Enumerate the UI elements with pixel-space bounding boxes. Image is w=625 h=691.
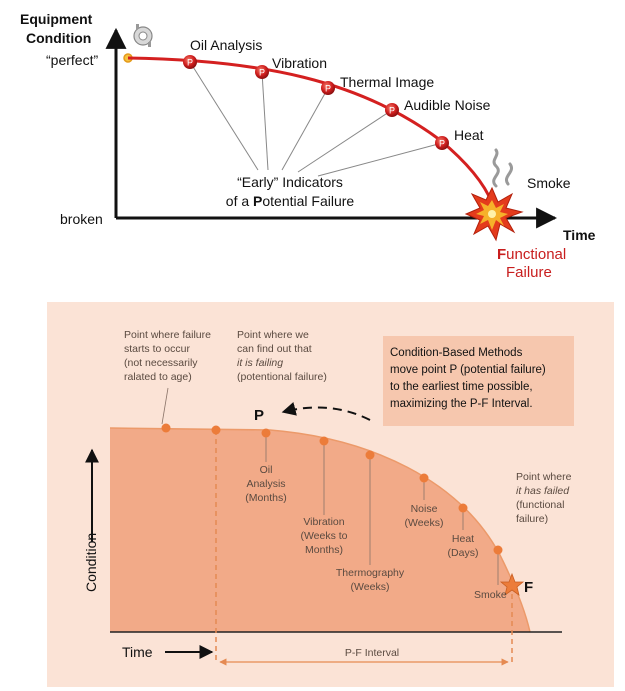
failure-start-line4: ralated to age) [124, 371, 192, 383]
thermography-line1: Thermography [336, 567, 405, 579]
bottom-time-label: Time [122, 644, 153, 660]
smoke-icon [492, 148, 513, 188]
top-diagram: Equipment Condition “perfect” broken Tim… [20, 11, 596, 281]
find-out-note: Point where we can find out that it is f… [237, 329, 327, 383]
dot-oil [261, 428, 271, 438]
marker-heat: P [435, 136, 449, 150]
indicator-leader-lines [189, 61, 443, 177]
bottom-diagram: Condition Time P-F Interval [47, 302, 614, 687]
functional-failure-line1: Functional [497, 246, 566, 263]
oil-line1: Oil [260, 464, 273, 476]
vibration-line2: (Weeks to [300, 530, 347, 542]
find-out-line4: (potentional failure) [237, 371, 327, 383]
p-label: P [254, 407, 264, 424]
marker-letter: P [187, 58, 193, 68]
has-failed-line4: failure) [516, 513, 548, 525]
label-noise: Noise (Weeks) [405, 503, 444, 529]
dot-noise [419, 473, 429, 483]
dot-smoke [493, 545, 503, 555]
marker-thermal-image: P [321, 81, 335, 95]
functional-failure-line2: Failure [506, 264, 552, 281]
has-failed-line1: Point where [516, 471, 572, 483]
smoke-label: Smoke [527, 175, 571, 191]
heat-line1: Heat [452, 533, 474, 545]
early-indicators-line2: of a Potential Failure [226, 193, 355, 209]
find-out-line1: Point where we [237, 329, 309, 341]
noise-line1: Noise [411, 503, 438, 515]
label-oil: Oil Analysis (Months) [245, 464, 286, 504]
callout-line1: Condition-Based Methods [390, 347, 523, 359]
explosion-icon [464, 186, 524, 242]
label-vibration: Vibration (Weeks to Months) [300, 516, 347, 556]
condition-label: Condition [83, 533, 99, 592]
f-label: F [524, 579, 533, 596]
thermography-line2: (Weeks) [351, 581, 390, 593]
marker-letter: P [259, 68, 265, 78]
marker-letter: P [389, 106, 395, 116]
noise-line2: (Weeks) [405, 517, 444, 529]
broken-label: broken [60, 211, 103, 227]
oil-line2: Analysis [246, 478, 285, 490]
label-smoke: Smoke [474, 589, 507, 601]
y-axis-label-line1: Equipment [20, 11, 93, 27]
y-axis-label-line2: Condition [26, 30, 91, 46]
perfect-label: “perfect” [46, 52, 98, 68]
callout-line2: move point P (potential failure) [390, 364, 546, 376]
early-indicators-line1: “Early” Indicators [237, 174, 343, 190]
pf-interval-label: P-F Interval [345, 647, 399, 659]
oil-line3: (Months) [245, 492, 286, 504]
indicator-vibration: Vibration [272, 55, 327, 71]
label-thermography: Thermography (Weeks) [336, 567, 405, 593]
vibration-line3: Months) [305, 544, 343, 556]
failure-start-line1: Point where failure [124, 329, 211, 341]
marker-letter: P [325, 84, 331, 94]
dot-failure-start [161, 423, 171, 433]
indicator-heat: Heat [454, 127, 484, 143]
marker-letter: P [439, 139, 445, 149]
marker-vibration: P [255, 65, 269, 79]
method-dots [161, 423, 503, 555]
find-out-line2: can find out that [237, 343, 312, 355]
has-failed-line3: (functional [516, 499, 564, 511]
time-label: Time [563, 227, 596, 243]
failure-start-line2: starts to occur [124, 343, 190, 355]
has-failed-line2: it has failed [516, 485, 570, 497]
dot-vibration [319, 436, 329, 446]
move-p-arrow [281, 402, 371, 421]
callout-line4: maximizing the P-F Interval. [390, 398, 533, 410]
dot-thermography [365, 450, 375, 460]
indicator-oil-analysis: Oil Analysis [190, 37, 262, 53]
f-star-icon [499, 572, 525, 596]
indicator-audible-noise: Audible Noise [404, 97, 491, 113]
failure-start-note: Point where failure starts to occur (not… [124, 329, 211, 383]
heat-line2: (Days) [448, 547, 479, 559]
callout-line3: to the earliest time possible, [390, 381, 533, 393]
machine-gear-icon [133, 24, 153, 47]
marker-oil-analysis: P [183, 55, 197, 69]
callout-box [383, 336, 574, 426]
vibration-line1: Vibration [303, 516, 344, 528]
dot-heat [458, 503, 468, 513]
failure-start-line3: (not necessarily [124, 357, 198, 369]
label-heat: Heat (Days) [448, 533, 479, 559]
marker-audible-noise: P [385, 103, 399, 117]
indicator-thermal-image: Thermal Image [340, 74, 434, 90]
find-out-line3: it is failing [237, 357, 283, 369]
has-failed-note: Point where it has failed (functional fa… [516, 471, 572, 525]
dot-p [211, 425, 221, 435]
